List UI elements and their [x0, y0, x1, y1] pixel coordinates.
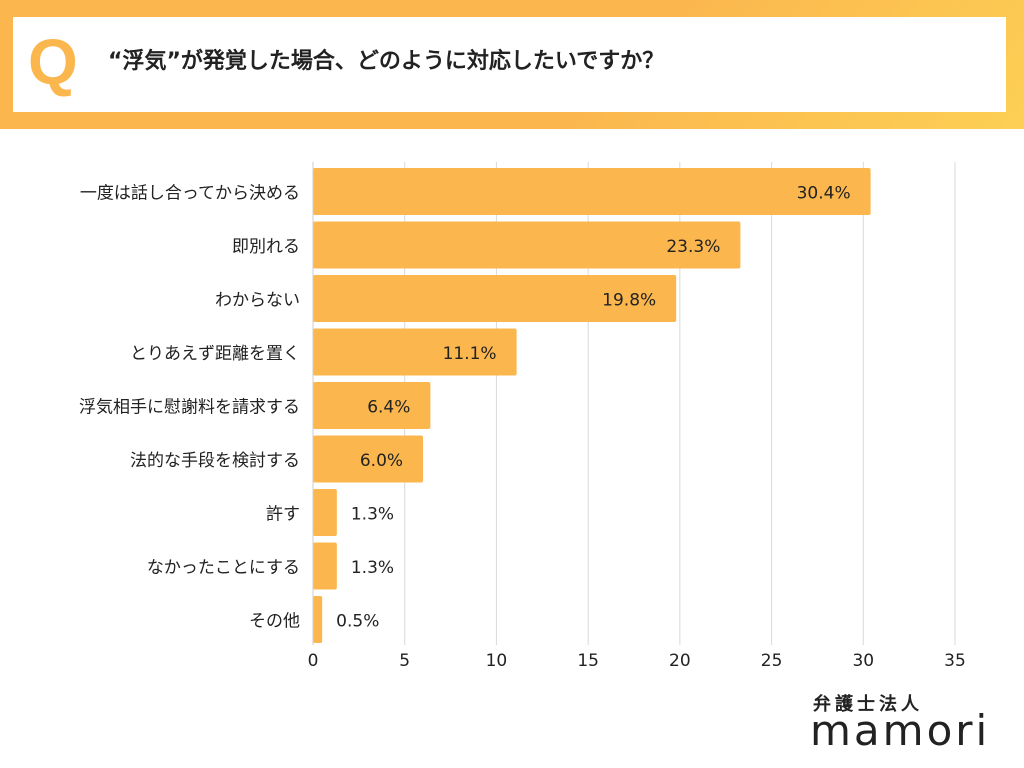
bar	[313, 382, 431, 429]
logo-subtitle: 弁護士法人	[813, 694, 923, 715]
category-label: 即別れる	[232, 237, 300, 257]
x-tick-label: 10	[486, 651, 508, 671]
data-label: 11.1%	[443, 344, 497, 364]
x-tick-label: 20	[669, 651, 691, 671]
category-label: 浮気相手に慰謝料を請求する	[79, 398, 300, 418]
data-label: 23.3%	[666, 237, 720, 257]
data-label: 30.4%	[797, 184, 851, 204]
category-label: その他	[249, 612, 300, 632]
bar	[313, 596, 323, 643]
data-label: 1.3%	[351, 505, 394, 525]
bar	[313, 328, 517, 376]
x-tick-label: 30	[852, 651, 874, 671]
x-tick-label: 25	[761, 651, 783, 671]
category-label: なかったことにする	[147, 558, 300, 578]
category-label: わからない	[215, 291, 300, 311]
x-tick-label: 0	[308, 651, 319, 671]
bar	[313, 542, 337, 590]
bar	[313, 435, 424, 483]
category-label: 法的な手段を検討する	[130, 451, 300, 471]
category-label: とりあえず距離を置く	[130, 344, 300, 364]
x-tick-label: 5	[399, 651, 410, 671]
logo-wordmark: mamori	[810, 706, 991, 755]
data-label: 6.4%	[367, 398, 410, 418]
data-label: 19.8%	[602, 291, 656, 311]
bar	[313, 221, 741, 269]
q-label: Q	[28, 26, 78, 98]
question-text: “浮気”が発覚した場合、どのように対応したいですか？	[108, 49, 665, 74]
data-label: 6.0%	[360, 451, 403, 471]
question-box	[13, 17, 1006, 112]
category-label: 許す	[266, 505, 300, 525]
data-label: 0.5%	[336, 612, 379, 632]
bar	[313, 489, 337, 536]
data-label: 1.3%	[351, 558, 394, 578]
x-tick-label: 35	[944, 651, 966, 671]
bar	[313, 275, 677, 322]
bar	[313, 168, 871, 215]
x-tick-label: 15	[577, 651, 599, 671]
category-label: 一度は話し合ってから決める	[80, 184, 300, 204]
